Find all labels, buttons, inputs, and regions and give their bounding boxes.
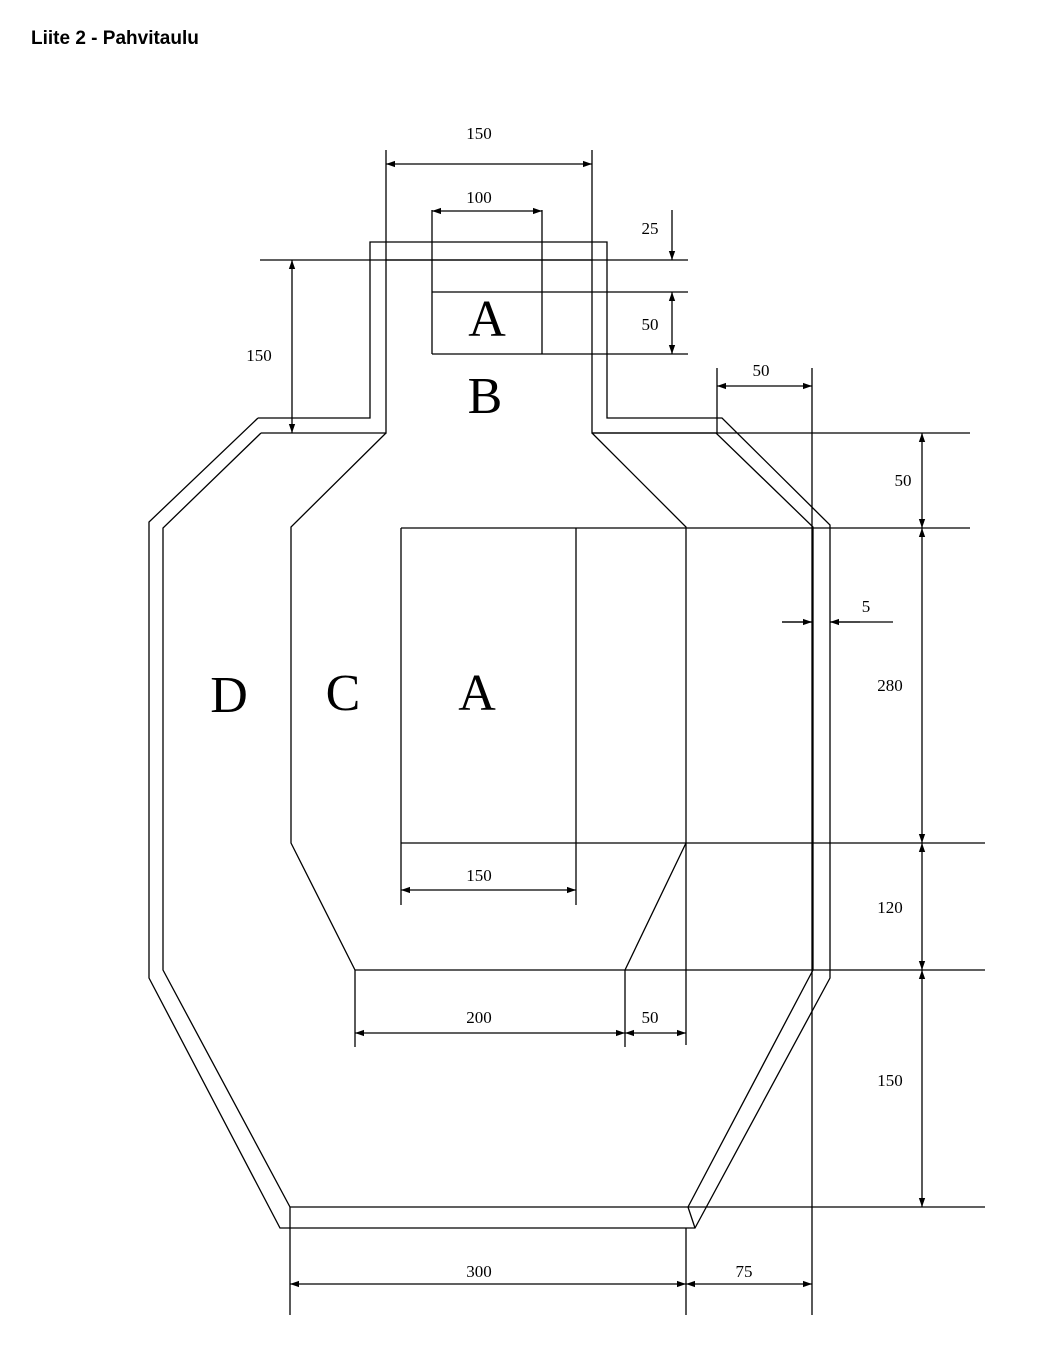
bottom-right-cap	[687, 1206, 696, 1229]
dim-label-50-shoulder: 50	[753, 361, 770, 380]
dim-label-75: 75	[736, 1262, 753, 1281]
dim-label-50-bottom: 50	[642, 1008, 659, 1027]
zone-c-outline	[290, 432, 687, 971]
dim-label-100: 100	[466, 188, 492, 207]
zone-a-main	[400, 527, 985, 844]
dim-label-120: 120	[877, 898, 903, 917]
dim-label-25: 25	[642, 219, 659, 238]
page-title: Liite 2 - Pahvitaulu	[31, 28, 199, 49]
dim-label-150-top: 150	[466, 124, 492, 143]
dim-label-150-bottom: 150	[877, 1071, 903, 1090]
zone-label-c: C	[326, 665, 361, 722]
zone-label-a-main: A	[458, 665, 496, 722]
zone-label-d: D	[210, 667, 248, 724]
dim-label-50-right: 50	[895, 471, 912, 490]
dim-label-200: 200	[466, 1008, 492, 1027]
dim-label-150-main: 150	[466, 866, 492, 885]
dim-label-150-left: 150	[246, 346, 272, 365]
dim-label-300: 300	[466, 1262, 492, 1281]
extension-lines	[260, 150, 985, 1315]
zone-a-head	[431, 210, 688, 355]
dim-label-5: 5	[862, 597, 871, 616]
outer-line-out	[148, 241, 831, 1229]
dim-label-280: 280	[877, 676, 903, 695]
dim-label-50-head: 50	[642, 315, 659, 334]
dimension-arrows	[288, 160, 926, 1288]
zone-label-b: B	[468, 368, 503, 425]
zone-label-a-head: A	[468, 291, 506, 348]
